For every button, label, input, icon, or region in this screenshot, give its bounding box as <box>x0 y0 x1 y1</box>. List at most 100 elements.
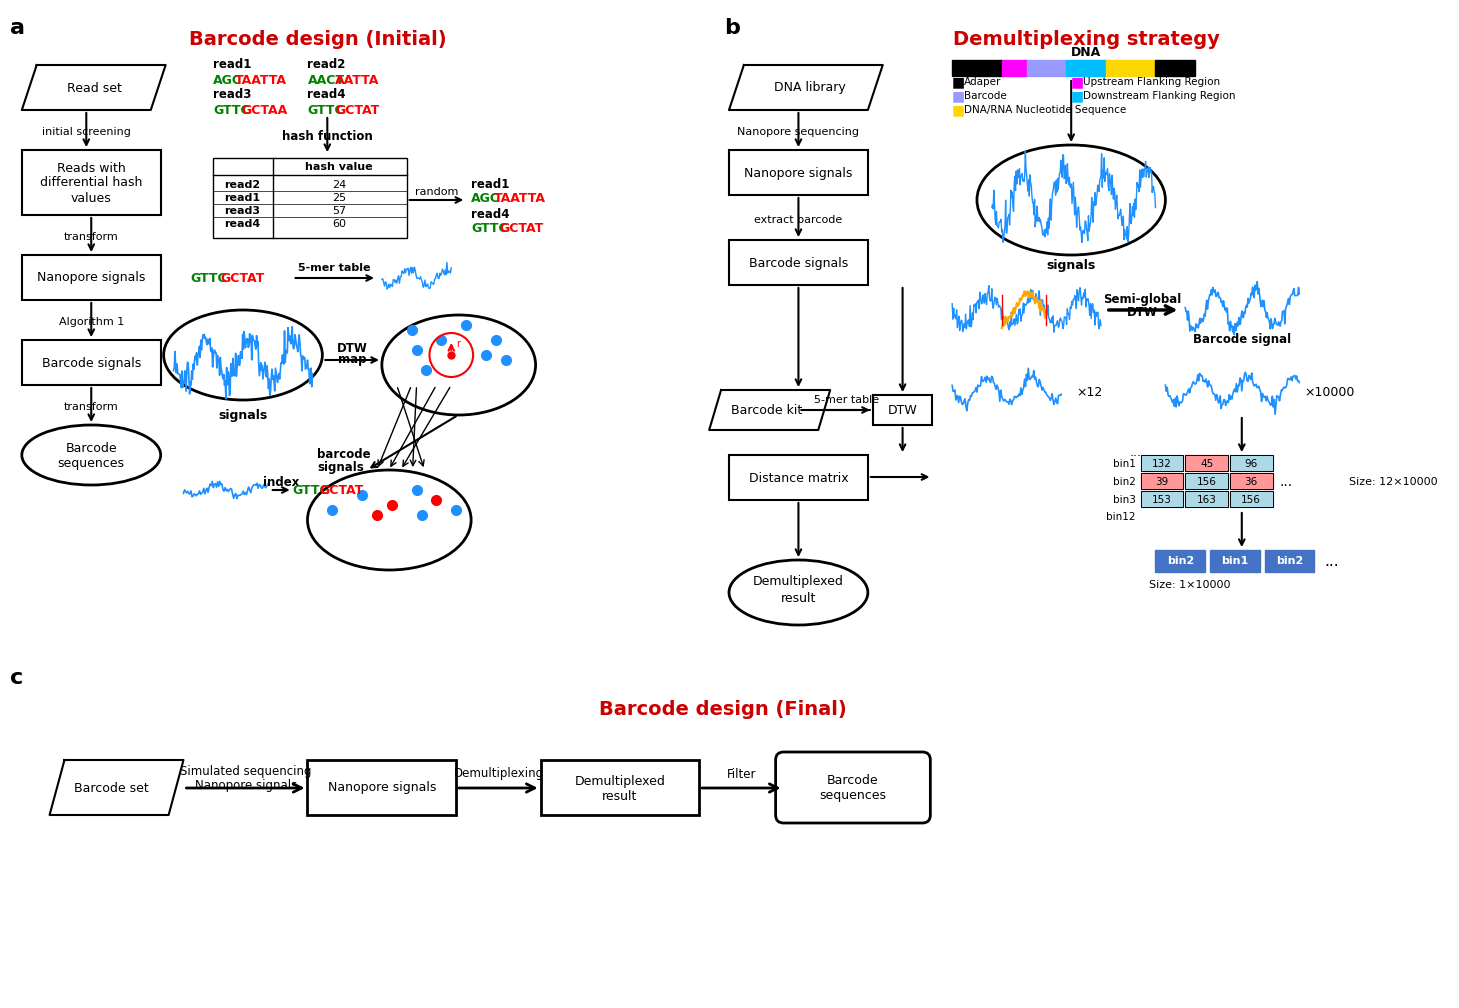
Text: 96: 96 <box>1245 459 1258 469</box>
Text: 39: 39 <box>1156 477 1169 487</box>
Text: 36: 36 <box>1245 477 1258 487</box>
Text: ×10000: ×10000 <box>1304 386 1354 399</box>
Bar <box>1210 550 1259 572</box>
FancyBboxPatch shape <box>22 340 160 385</box>
Bar <box>1141 473 1183 489</box>
Text: hash value: hash value <box>305 162 374 172</box>
Bar <box>1002 60 1027 76</box>
Text: random: random <box>414 187 458 197</box>
Text: Semi-global: Semi-global <box>1103 293 1182 306</box>
Text: DTW: DTW <box>337 342 368 355</box>
Text: bin2: bin2 <box>1167 556 1193 566</box>
Text: 5-mer table: 5-mer table <box>298 263 371 273</box>
Text: transform: transform <box>64 402 118 412</box>
Text: Barcode kit: Barcode kit <box>731 403 802 416</box>
Text: GCTAT: GCTAT <box>320 484 363 497</box>
Ellipse shape <box>730 560 868 625</box>
Text: c: c <box>10 668 23 688</box>
Bar <box>1141 473 1183 489</box>
Text: GTTC: GTTC <box>191 271 228 284</box>
Text: ...: ... <box>1325 553 1339 569</box>
Text: read3: read3 <box>225 206 260 216</box>
Text: result: result <box>603 789 638 802</box>
Text: Size: 1×10000: Size: 1×10000 <box>1150 580 1231 590</box>
Bar <box>1141 455 1183 471</box>
Bar <box>1141 491 1183 507</box>
Bar <box>1027 60 1067 76</box>
Polygon shape <box>709 390 830 430</box>
Text: b: b <box>724 18 740 38</box>
Text: bin2: bin2 <box>1275 556 1303 566</box>
Text: Barcode signals: Barcode signals <box>42 357 142 370</box>
Text: read1: read1 <box>213 58 251 72</box>
Text: index: index <box>264 476 301 489</box>
Bar <box>1185 473 1228 489</box>
Ellipse shape <box>978 145 1166 255</box>
Text: Downstream Flanking Region: Downstream Flanking Region <box>1083 91 1236 101</box>
Polygon shape <box>22 65 166 110</box>
Text: ■: ■ <box>1071 89 1084 103</box>
Text: signals: signals <box>1046 258 1096 271</box>
Text: DTW: DTW <box>1128 305 1158 319</box>
Bar <box>1185 455 1228 471</box>
Text: Barcode set: Barcode set <box>74 781 149 794</box>
Ellipse shape <box>163 310 322 400</box>
Text: Demultiplexing strategy: Demultiplexing strategy <box>953 30 1220 49</box>
Bar <box>1156 550 1205 572</box>
Text: ■: ■ <box>953 89 966 103</box>
FancyBboxPatch shape <box>730 455 868 500</box>
Bar <box>1141 455 1183 471</box>
Text: Barcode signal: Barcode signal <box>1192 334 1291 347</box>
Text: read1: read1 <box>223 193 260 203</box>
Text: ■: ■ <box>953 75 966 89</box>
Text: hash function: hash function <box>282 130 372 143</box>
Bar <box>1185 491 1228 507</box>
Bar <box>1265 550 1315 572</box>
Text: 5-mer table: 5-mer table <box>814 395 880 405</box>
Text: Barcode: Barcode <box>964 91 1007 101</box>
Text: 57: 57 <box>333 206 346 216</box>
Ellipse shape <box>308 470 471 570</box>
Bar <box>1156 60 1195 76</box>
Text: GTTC: GTTC <box>308 104 344 117</box>
Text: Nanopore signals: Nanopore signals <box>36 271 146 284</box>
Text: Read set: Read set <box>67 82 121 95</box>
Bar <box>953 60 1002 76</box>
Text: GCTAT: GCTAT <box>336 104 379 117</box>
Text: ■: ■ <box>953 103 966 117</box>
Text: Nanopore signals: Nanopore signals <box>196 778 298 791</box>
Text: GCTAT: GCTAT <box>499 222 543 235</box>
Bar <box>1230 491 1272 507</box>
Text: Filter: Filter <box>727 767 757 780</box>
Text: bin1: bin1 <box>1113 459 1135 469</box>
Text: DNA: DNA <box>1071 45 1102 58</box>
Text: Barcode design (Initial): Barcode design (Initial) <box>188 30 446 49</box>
Text: DNA/RNA Nucleotide Sequence: DNA/RNA Nucleotide Sequence <box>964 105 1126 115</box>
Text: map: map <box>338 354 366 367</box>
Text: Demultiplexed: Demultiplexed <box>575 774 665 787</box>
Text: signals: signals <box>219 408 267 421</box>
Text: AGC: AGC <box>471 192 500 205</box>
Text: barcode: barcode <box>318 449 371 462</box>
Ellipse shape <box>22 425 160 485</box>
Text: Simulated sequencing: Simulated sequencing <box>181 765 312 778</box>
Text: read4: read4 <box>223 219 260 229</box>
Text: 156: 156 <box>1196 477 1217 487</box>
Text: 25: 25 <box>333 193 346 203</box>
Text: 60: 60 <box>333 219 346 229</box>
Text: AGC: AGC <box>213 74 242 87</box>
Text: differential hash: differential hash <box>39 176 143 190</box>
Text: Adaper: Adaper <box>964 77 1001 87</box>
Text: bin12: bin12 <box>1106 512 1135 522</box>
Bar <box>1230 473 1272 489</box>
Text: 153: 153 <box>1153 495 1172 505</box>
Text: ...: ... <box>1280 475 1293 489</box>
Text: transform: transform <box>64 232 118 242</box>
Text: read4: read4 <box>471 209 509 222</box>
FancyBboxPatch shape <box>872 395 932 425</box>
Text: read4: read4 <box>308 89 346 102</box>
Bar <box>1185 473 1228 489</box>
Text: result: result <box>781 592 816 605</box>
Text: GCTAA: GCTAA <box>241 104 287 117</box>
Text: sequences: sequences <box>820 789 887 802</box>
